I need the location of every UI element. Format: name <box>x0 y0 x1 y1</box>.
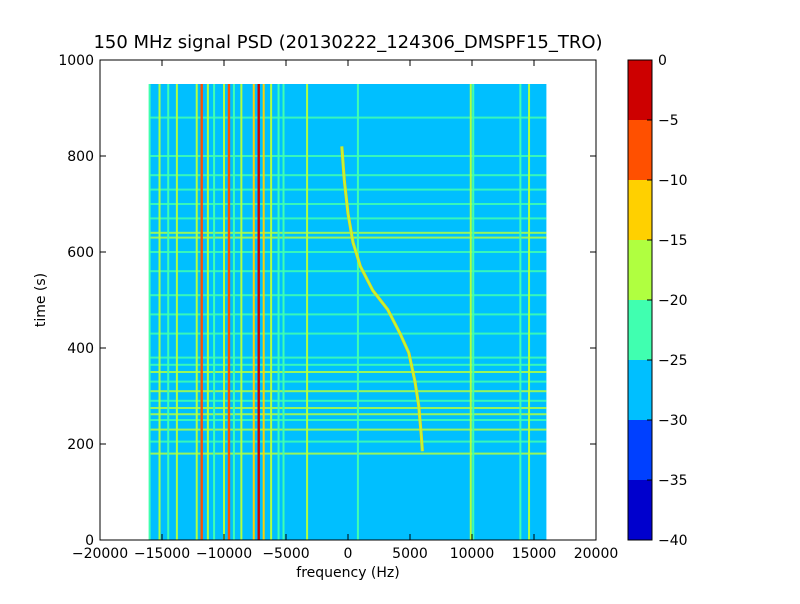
colorbar-segment <box>628 300 652 360</box>
horizontal-band <box>149 371 547 373</box>
y-tick-labels: 0 200 400 600 800 1000 <box>58 53 94 549</box>
horizontal-band <box>149 390 547 393</box>
vertical-line <box>472 84 475 540</box>
axis-ticks <box>99 59 597 541</box>
colorbar-segment <box>628 120 652 180</box>
horizontal-band <box>149 399 547 402</box>
colorbar-tick-labels: −40 −35 −30 −25 −20 −15 −10 −5 0 <box>658 53 688 549</box>
colorbar-segment <box>628 360 652 420</box>
vertical-line <box>175 84 178 540</box>
vertical-line <box>257 84 260 540</box>
y-tick-label: 600 <box>67 245 94 261</box>
chart-title: 150 MHz signal PSD (20130222_124306_DMSP… <box>93 32 602 53</box>
vertical-line <box>240 84 243 540</box>
horizontal-band <box>149 407 547 409</box>
x-tick-label: −15000 <box>134 546 190 562</box>
horizontal-band <box>149 188 547 191</box>
horizontal-band <box>149 313 547 316</box>
vertical-line <box>356 84 359 540</box>
y-axis-label: time (s) <box>33 273 49 327</box>
x-tick-label: 10000 <box>450 546 495 562</box>
colorbar <box>627 59 653 541</box>
vertical-line <box>519 84 522 540</box>
vertical-line <box>528 84 531 540</box>
horizontal-band <box>149 419 547 421</box>
vertical-line <box>282 84 285 540</box>
colorbar-tick-label: −10 <box>658 173 688 189</box>
vertical-line <box>232 84 235 540</box>
horizontal-band <box>149 236 547 239</box>
colorbar-tick-label: 0 <box>658 53 667 69</box>
colorbar-tick-label: −30 <box>658 413 688 429</box>
x-tick-labels: −20000 −15000 −10000 −5000 0 5000 10000 15000 20… <box>72 546 618 562</box>
colorbar-segment <box>628 240 652 300</box>
vertical-line <box>213 84 216 540</box>
doppler-trace <box>341 146 424 452</box>
vertical-line <box>200 84 203 540</box>
horizontal-band <box>149 440 547 443</box>
vertical-line <box>195 84 198 540</box>
colorbar-tick-label: −20 <box>658 293 688 309</box>
horizontal-band <box>149 428 547 431</box>
colorbar-tick-label: −40 <box>658 533 688 549</box>
vertical-line <box>277 84 280 540</box>
vertical-line <box>469 84 472 540</box>
colorbar-tick-label: −5 <box>658 113 679 129</box>
y-tick-label: 400 <box>67 341 94 357</box>
psd-background <box>149 84 547 540</box>
horizontal-band <box>149 413 547 416</box>
horizontal-band <box>149 270 547 273</box>
y-tick-label: 1000 <box>58 53 94 69</box>
vertical-line <box>270 84 273 540</box>
x-tick-label: −5000 <box>262 546 309 562</box>
x-axis-label: frequency (Hz) <box>296 565 399 581</box>
vertical-line <box>306 84 309 540</box>
colorbar-tick-label: −15 <box>658 233 688 249</box>
horizontal-band <box>149 116 547 119</box>
horizontal-band <box>149 356 547 359</box>
x-tick-label: 20000 <box>574 546 619 562</box>
horizontal-band <box>149 363 547 366</box>
colorbar-tick-label: −35 <box>658 473 688 489</box>
horizontal-band <box>149 251 547 253</box>
horizontal-band <box>149 380 547 383</box>
vertical-line <box>223 84 225 540</box>
vertical-line <box>206 84 209 540</box>
y-tick-label: 0 <box>85 533 94 549</box>
y-tick-label: 200 <box>67 437 94 453</box>
colorbar-segment <box>628 180 652 240</box>
vertical-line <box>167 84 170 540</box>
horizontal-band <box>149 155 547 157</box>
vertical-line <box>252 84 255 540</box>
x-tick-label: 15000 <box>512 546 557 562</box>
heatmap-layer <box>148 84 547 540</box>
x-tick-label: −20000 <box>72 546 128 562</box>
vertical-line <box>148 84 151 540</box>
vertical-line <box>227 84 231 540</box>
horizontal-band <box>149 231 547 234</box>
colorbar-tick-label: −25 <box>658 353 688 369</box>
vertical-line <box>158 84 161 540</box>
horizontal-band <box>149 332 547 335</box>
colorbar-segment <box>628 420 652 480</box>
horizontal-band <box>149 174 547 177</box>
colorbar-segment <box>628 60 652 120</box>
horizontal-band <box>149 294 547 297</box>
x-tick-label: 5000 <box>392 546 428 562</box>
y-tick-label: 800 <box>67 149 94 165</box>
colorbar-segment <box>628 480 652 540</box>
vertical-line <box>262 84 265 540</box>
x-tick-label: −10000 <box>196 546 252 562</box>
horizontal-band <box>149 452 547 455</box>
x-tick-label: 0 <box>344 546 353 562</box>
